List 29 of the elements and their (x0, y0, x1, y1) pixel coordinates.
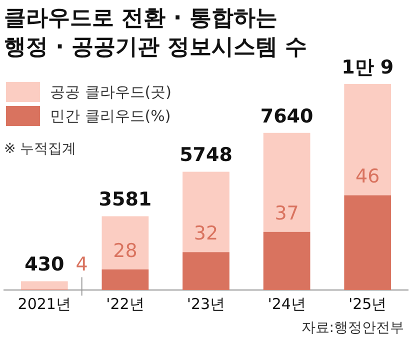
annotation: 3581 (98, 188, 152, 211)
annotation: 28 (113, 240, 138, 262)
bar (20, 281, 68, 290)
legend-label: 공공 클라우드(곳) (50, 82, 172, 102)
bar (263, 232, 310, 290)
annotation: 430 (24, 254, 64, 276)
x-tick-label: '22년 (106, 294, 144, 313)
text: 자료:행정안전부 (301, 319, 404, 337)
annotation: 1만 9 (342, 56, 394, 78)
bar (102, 269, 149, 290)
x-tick-label: 2021년 (18, 294, 71, 313)
bar (263, 132, 310, 232)
x-tick-label: '24년 (268, 294, 306, 313)
annotation: ※ 누적집계 (4, 140, 76, 158)
bar (182, 172, 230, 252)
annotation: 32 (194, 222, 218, 245)
annotation: 37 (274, 202, 299, 224)
x-tick-label: '23년 (186, 294, 226, 313)
bar (182, 252, 230, 290)
bar (344, 195, 392, 290)
bar (344, 84, 392, 196)
annotation: 46 (356, 166, 380, 188)
legend-label: 민간 클리우드(%) (50, 106, 171, 126)
annotation: 4 (76, 254, 88, 276)
annotation: 5748 (180, 144, 232, 166)
x-tick-label: '25년 (348, 294, 387, 313)
bar (102, 216, 149, 270)
annotation: 7640 (260, 105, 314, 128)
chart-title: 클라우드로 전환 · 통합하는 행정 · 공공기관 정보시스템 수 (4, 5, 307, 62)
